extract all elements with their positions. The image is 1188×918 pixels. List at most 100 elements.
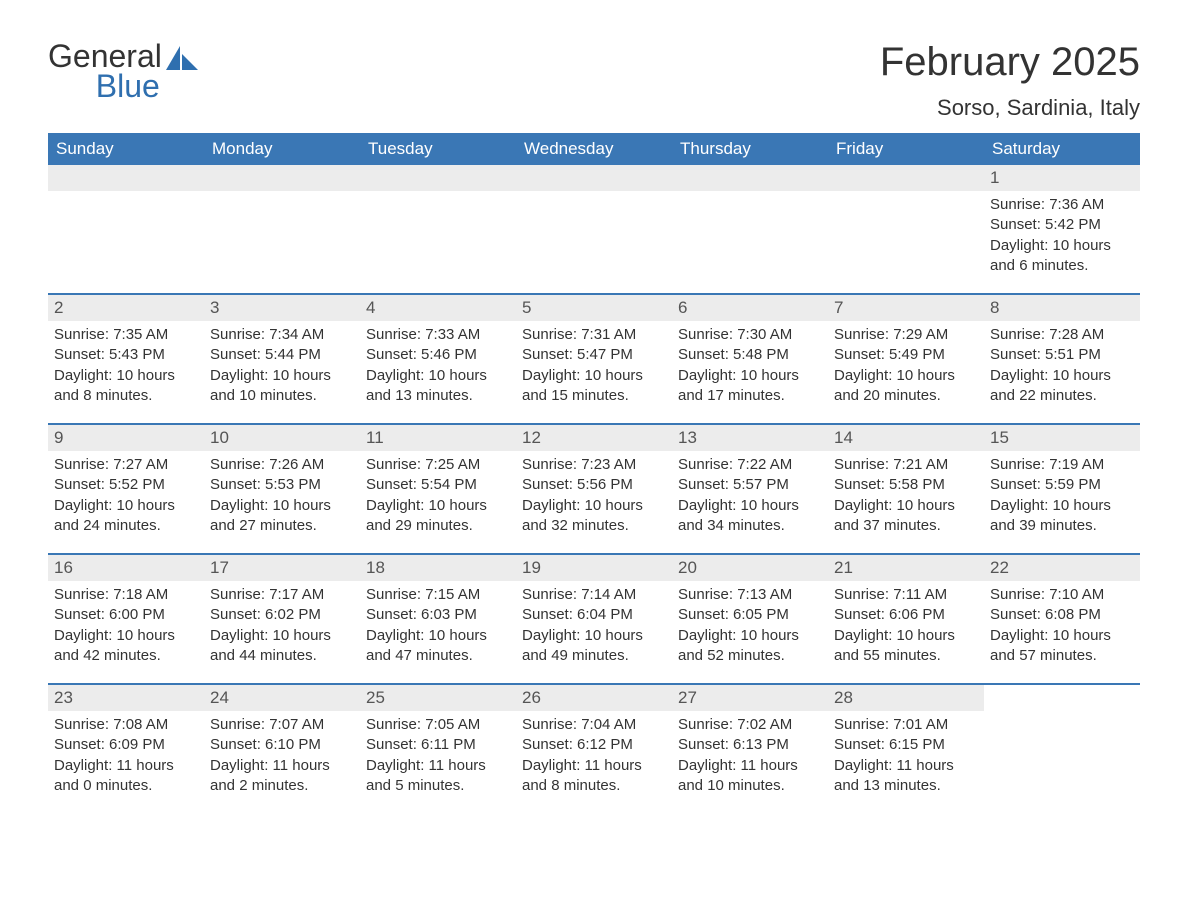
day-number-band: 19 — [516, 555, 672, 581]
day-number-band: 1 — [984, 165, 1140, 191]
day-number-band: 10 — [204, 425, 360, 451]
sunrise-line: Sunrise: 7:31 AM — [522, 325, 666, 345]
day-number: 10 — [210, 428, 229, 447]
day-number-band: 24 — [204, 685, 360, 711]
daylight-line: Daylight: 10 hours and 32 minutes. — [522, 496, 666, 537]
sunset-line: Sunset: 6:05 PM — [678, 605, 822, 625]
sunrise-line: Sunrise: 7:30 AM — [678, 325, 822, 345]
day-cell — [984, 685, 1140, 813]
day-number: 13 — [678, 428, 697, 447]
day-number-band: 6 — [672, 295, 828, 321]
day-body: Sunrise: 7:13 AMSunset: 6:05 PMDaylight:… — [672, 581, 828, 674]
day-number-band: 28 — [828, 685, 984, 711]
day-body: Sunrise: 7:17 AMSunset: 6:02 PMDaylight:… — [204, 581, 360, 674]
day-number-band: 9 — [48, 425, 204, 451]
day-body: Sunrise: 7:23 AMSunset: 5:56 PMDaylight:… — [516, 451, 672, 544]
day-cell: 18Sunrise: 7:15 AMSunset: 6:03 PMDayligh… — [360, 555, 516, 683]
day-number: 14 — [834, 428, 853, 447]
day-header: Tuesday — [360, 133, 516, 165]
day-header: Wednesday — [516, 133, 672, 165]
sunset-line: Sunset: 5:59 PM — [990, 475, 1134, 495]
daylight-line: Daylight: 10 hours and 49 minutes. — [522, 626, 666, 667]
daylight-line: Daylight: 10 hours and 57 minutes. — [990, 626, 1134, 667]
day-body: Sunrise: 7:28 AMSunset: 5:51 PMDaylight:… — [984, 321, 1140, 414]
sunrise-line: Sunrise: 7:07 AM — [210, 715, 354, 735]
day-body: Sunrise: 7:22 AMSunset: 5:57 PMDaylight:… — [672, 451, 828, 544]
sunrise-line: Sunrise: 7:33 AM — [366, 325, 510, 345]
daylight-line: Daylight: 10 hours and 13 minutes. — [366, 366, 510, 407]
day-body: Sunrise: 7:19 AMSunset: 5:59 PMDaylight:… — [984, 451, 1140, 544]
day-header-row: SundayMondayTuesdayWednesdayThursdayFrid… — [48, 133, 1140, 165]
sunset-line: Sunset: 6:11 PM — [366, 735, 510, 755]
day-number: 6 — [678, 298, 687, 317]
day-cell: 6Sunrise: 7:30 AMSunset: 5:48 PMDaylight… — [672, 295, 828, 423]
sunset-line: Sunset: 6:02 PM — [210, 605, 354, 625]
week-row: 1Sunrise: 7:36 AMSunset: 5:42 PMDaylight… — [48, 165, 1140, 293]
day-number-band: 26 — [516, 685, 672, 711]
day-cell: 4Sunrise: 7:33 AMSunset: 5:46 PMDaylight… — [360, 295, 516, 423]
sunset-line: Sunset: 5:44 PM — [210, 345, 354, 365]
day-number: 16 — [54, 558, 73, 577]
sunrise-line: Sunrise: 7:11 AM — [834, 585, 978, 605]
sunrise-line: Sunrise: 7:19 AM — [990, 455, 1134, 475]
day-cell: 9Sunrise: 7:27 AMSunset: 5:52 PMDaylight… — [48, 425, 204, 553]
day-cell — [516, 165, 672, 293]
daylight-line: Daylight: 11 hours and 5 minutes. — [366, 756, 510, 797]
daylight-line: Daylight: 11 hours and 8 minutes. — [522, 756, 666, 797]
day-cell — [672, 165, 828, 293]
day-number-band: 2 — [48, 295, 204, 321]
day-cell: 15 Sunrise: 7:19 AMSunset: 5:59 PMDayligh… — [984, 425, 1140, 553]
sunrise-line: Sunrise: 7:28 AM — [990, 325, 1134, 345]
day-cell: 1Sunrise: 7:36 AMSunset: 5:42 PMDaylight… — [984, 165, 1140, 293]
sunset-line: Sunset: 5:51 PM — [990, 345, 1134, 365]
day-cell — [828, 165, 984, 293]
day-cell: 13 Sunrise: 7:22 AMSunset: 5:57 PMDayligh… — [672, 425, 828, 553]
brand-word2: Blue — [48, 70, 160, 102]
day-number-band: 18 — [360, 555, 516, 581]
day-number-band: 5 — [516, 295, 672, 321]
empty-day-band — [360, 165, 516, 191]
sunset-line: Sunset: 5:58 PM — [834, 475, 978, 495]
day-number: 5 — [522, 298, 531, 317]
daylight-line: Daylight: 10 hours and 34 minutes. — [678, 496, 822, 537]
day-header: Saturday — [984, 133, 1140, 165]
day-cell: 26Sunrise: 7:04 AMSunset: 6:12 PMDayligh… — [516, 685, 672, 813]
sunset-line: Sunset: 5:57 PM — [678, 475, 822, 495]
day-number: 28 — [834, 688, 853, 707]
day-body: Sunrise: 7:31 AMSunset: 5:47 PMDaylight:… — [516, 321, 672, 414]
sunset-line: Sunset: 6:04 PM — [522, 605, 666, 625]
day-number-band: 25 — [360, 685, 516, 711]
sunset-line: Sunset: 6:15 PM — [834, 735, 978, 755]
sail-icon — [166, 46, 198, 74]
daylight-line: Daylight: 10 hours and 39 minutes. — [990, 496, 1134, 537]
day-number-band: 11 — [360, 425, 516, 451]
day-cell: 17Sunrise: 7:17 AMSunset: 6:02 PMDayligh… — [204, 555, 360, 683]
daylight-line: Daylight: 11 hours and 0 minutes. — [54, 756, 198, 797]
day-body: Sunrise: 7:34 AMSunset: 5:44 PMDaylight:… — [204, 321, 360, 414]
sunrise-line: Sunrise: 7:22 AM — [678, 455, 822, 475]
day-body: Sunrise: 7:21 AMSunset: 5:58 PMDaylight:… — [828, 451, 984, 544]
sunrise-line: Sunrise: 7:02 AM — [678, 715, 822, 735]
week-row: 23Sunrise: 7:08 AMSunset: 6:09 PMDayligh… — [48, 683, 1140, 813]
month-title: February 2025 — [880, 40, 1140, 85]
day-number: 15 — [990, 428, 1009, 447]
daylight-line: Daylight: 10 hours and 10 minutes. — [210, 366, 354, 407]
day-header: Sunday — [48, 133, 204, 165]
day-body: Sunrise: 7:27 AMSunset: 5:52 PMDaylight:… — [48, 451, 204, 544]
day-cell: 3Sunrise: 7:34 AMSunset: 5:44 PMDaylight… — [204, 295, 360, 423]
day-number: 8 — [990, 298, 999, 317]
day-body: Sunrise: 7:26 AMSunset: 5:53 PMDaylight:… — [204, 451, 360, 544]
day-cell — [204, 165, 360, 293]
week-row: 9Sunrise: 7:27 AMSunset: 5:52 PMDaylight… — [48, 423, 1140, 553]
daylight-line: Daylight: 10 hours and 42 minutes. — [54, 626, 198, 667]
sunrise-line: Sunrise: 7:01 AM — [834, 715, 978, 735]
day-number: 2 — [54, 298, 63, 317]
day-cell: 14 Sunrise: 7:21 AMSunset: 5:58 PMDayligh… — [828, 425, 984, 553]
day-number: 27 — [678, 688, 697, 707]
day-body: Sunrise: 7:15 AMSunset: 6:03 PMDaylight:… — [360, 581, 516, 674]
day-cell — [48, 165, 204, 293]
day-number-band: 7 — [828, 295, 984, 321]
day-header: Thursday — [672, 133, 828, 165]
sunset-line: Sunset: 6:09 PM — [54, 735, 198, 755]
sunset-line: Sunset: 5:52 PM — [54, 475, 198, 495]
